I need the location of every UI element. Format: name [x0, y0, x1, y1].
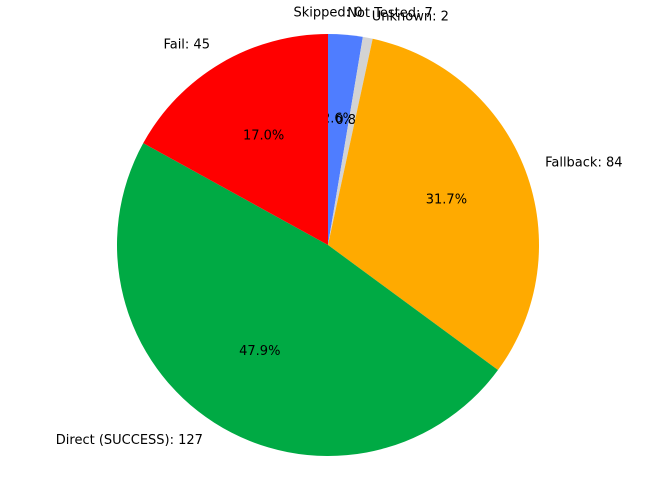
- slice-pct-direct-success: 47.9%: [239, 344, 280, 359]
- slice-label-fallback: Fallback: 84: [545, 155, 622, 170]
- slice-pct-fail: 17.0%: [243, 128, 284, 143]
- slice-fail: [143, 34, 328, 245]
- slice-label-direct-success: Direct (SUCCESS): 127: [56, 433, 203, 448]
- slice-fallback: [328, 38, 539, 371]
- slice-unknown: [328, 36, 373, 245]
- slice-label-skipped: Skipped: 0: [294, 5, 363, 20]
- slice-not-tested: [328, 34, 363, 245]
- slice-label-fail: Fail: 45: [163, 38, 210, 53]
- slice-pct-not-tested: 2.6%: [322, 111, 355, 126]
- slice-label-unknown: Unknown: 2: [372, 10, 449, 25]
- slice-direct-success: [116, 143, 498, 457]
- slice-label-not-tested: Not Tested: 7: [347, 6, 433, 21]
- slice-pct-fallback: 31.7%: [426, 193, 467, 208]
